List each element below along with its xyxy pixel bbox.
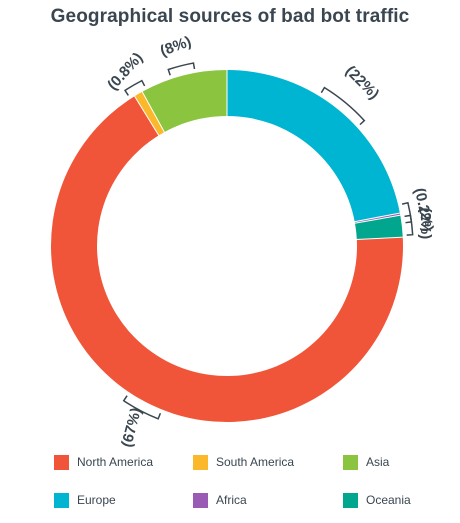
bracket-asia <box>167 62 196 76</box>
bracket-africa <box>401 201 413 224</box>
slice-separator <box>133 95 160 137</box>
bracket-north-america <box>122 395 162 420</box>
slice-south-america <box>134 91 165 136</box>
chart-title: Geographical sources of bad bot traffic <box>50 6 410 27</box>
slice-separator <box>355 236 404 241</box>
bracket-europe <box>320 86 366 126</box>
data-label-north-america: (67%) <box>118 406 145 449</box>
data-label-oceania: (2%) <box>417 208 434 240</box>
data-label-asia: (8%) <box>158 33 194 60</box>
slice-europe <box>227 70 400 222</box>
data-label-europe: (22%) <box>342 62 382 102</box>
data-label-south-america: (0.8%) <box>104 49 146 93</box>
slice-separator <box>353 212 401 223</box>
bracket-oceania <box>404 214 414 236</box>
slice-asia <box>142 70 227 133</box>
slice-separator <box>353 214 402 224</box>
bracket-south-america <box>124 79 146 96</box>
slice-separator <box>141 90 166 134</box>
